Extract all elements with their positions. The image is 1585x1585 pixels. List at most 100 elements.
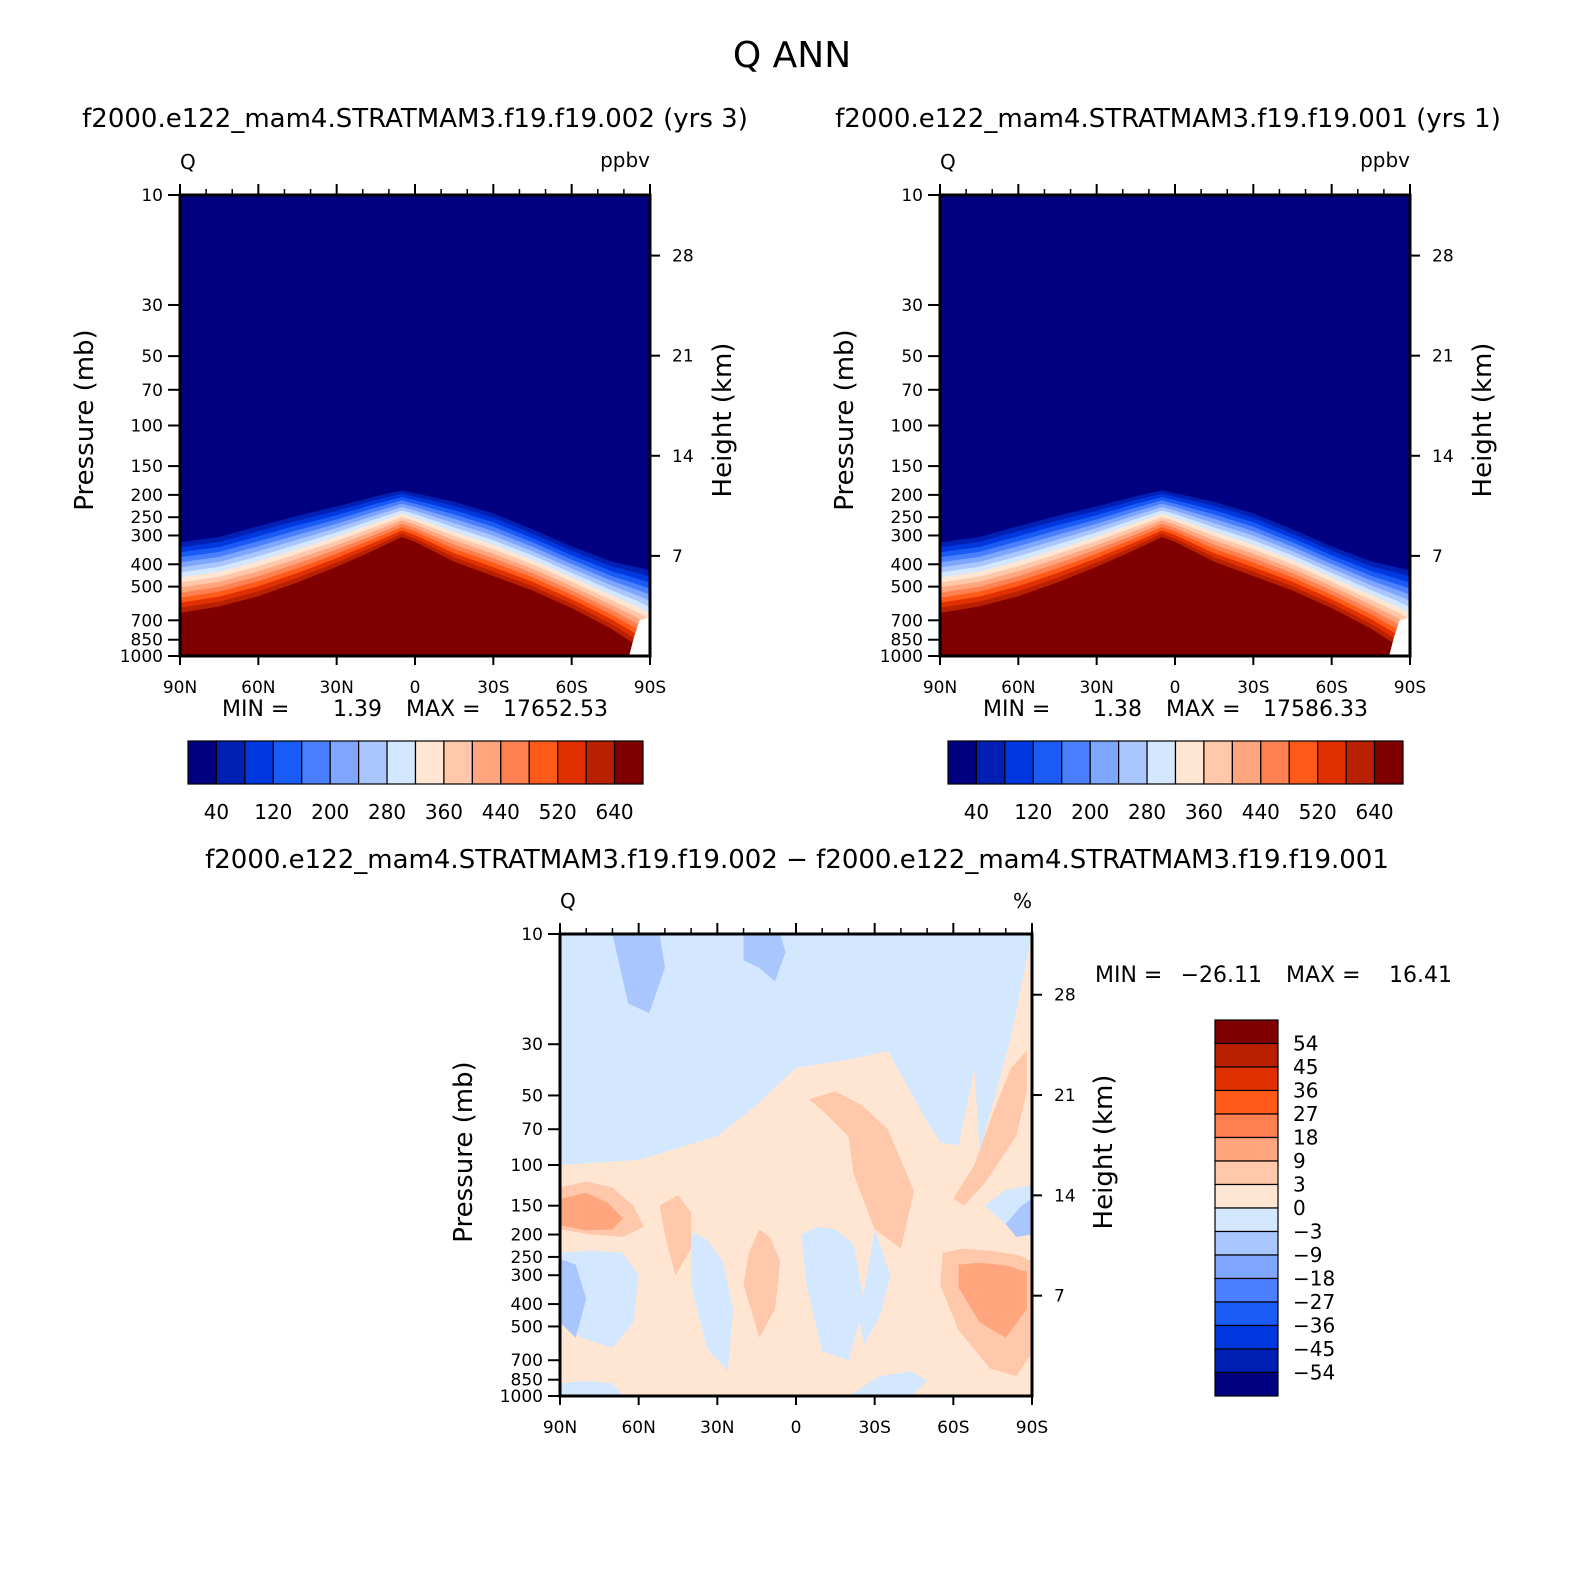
panel-left-x-tick-label: 60N [241,678,275,698]
panel-difference-colorbar-label: 0 [1293,1196,1306,1220]
panel-right-colorbar-box [1118,740,1148,785]
panel-right-y-tick-label: 70 [901,381,923,401]
panel-difference-height-axis-label: Height (km) [1089,1075,1119,1230]
panel-difference-x-tick-label: 60S [937,1418,969,1438]
panel-right-pressure-axis-label: Pressure (mb) [830,329,860,510]
panel-right-colorbar-label: 200 [1071,800,1109,824]
panel-right-min-value: 1.38 [1093,697,1142,722]
panel-difference-y-tick-label: 250 [511,1248,543,1268]
panel-right-colorbar-label: 280 [1128,800,1166,824]
panel-left-colorbar-label: 520 [539,800,577,824]
panel-difference-pressure-axis-label: Pressure (mb) [449,1061,479,1242]
panel-right-y-tick-label: 1000 [880,647,923,667]
panel-right-stats: MIN = 1.38 MAX = 17586.33 [983,697,1368,722]
panel-difference-contour-region [958,1262,1027,1338]
panel-difference-y-tick-label: 700 [511,1351,543,1371]
panel-difference-contour-region [560,1250,639,1348]
panel-difference-colorbar-box [1214,1113,1279,1139]
panel-right-colorbar-box [1231,740,1262,785]
panel-difference-colorbar-label: −54 [1293,1361,1335,1385]
panel-difference-contour-region [560,934,1032,1153]
panel-right-colorbar-label: 120 [1014,800,1052,824]
panel-right-y-tick-label: 200 [891,486,923,506]
panel-left-height-axis-label: Height (km) [708,343,738,498]
panel-difference-y-tick-label: 400 [511,1295,543,1315]
panel-left-y-tick-label: 10 [141,186,163,206]
panel-difference-colorbar-label: 9 [1293,1149,1306,1173]
panel-difference-colorbar-box [1214,1136,1279,1162]
panel-difference-x-tick-label: 30S [858,1418,890,1438]
panel-right-y-tick-label: 700 [891,611,923,631]
panel-right: f2000.e122_mam4.STRATMAM3.f19.f19.001 (y… [830,104,1501,824]
panel-difference-y-tick-label: 30 [521,1035,543,1055]
panel-difference-colorbar-label: 54 [1293,1032,1318,1056]
panel-right-x-tick-label: 60N [1001,678,1035,698]
panel-left-x-tick-label: 30S [477,678,509,698]
panel-left-x-tick-label: 90S [634,678,666,698]
panel-difference-contour-region [848,1371,928,1396]
panel-difference-colorbar-box [1214,1277,1279,1303]
panel-difference-colorbar-box [1214,1371,1279,1397]
panel-left-x-tick-label: 60S [555,678,587,698]
panel-difference-x-tick-label: 90S [1016,1418,1048,1438]
panel-difference-max-value: 16.41 [1389,963,1452,988]
panel-left-colorbar-box [557,740,587,785]
panel-right-colorbar: 40 120 200 280 360 440 520 640 [947,740,1404,824]
panel-difference-height-tick-label: 28 [1054,986,1076,1006]
panel-left-missing-data [629,617,650,656]
panel-difference-colorbar-label: 45 [1293,1055,1318,1079]
panel-difference-colorbar-label: −9 [1293,1243,1322,1267]
panel-left-x-tick-label: 30N [319,678,353,698]
panel-right-x-tick-label: 30S [1237,678,1269,698]
panel-difference-contour-region [560,1258,587,1338]
panel-right-colorbar-box [1345,740,1376,785]
panel-difference-height-tick-label: 14 [1054,1186,1076,1206]
panel-left-colorbar-box [272,740,303,785]
panel-right-height-tick-label: 7 [1432,547,1443,567]
panel-difference-contour-region [858,1229,891,1345]
panel-difference-contour-region [560,1192,623,1231]
panel-left-height-tick-label: 28 [672,247,694,267]
panel-difference-contour-region [560,934,1032,1396]
panel-left-units-label: ppbv [600,148,650,172]
panel-left-colorbar-label: 120 [254,800,292,824]
panel-right-y-tick-label: 50 [901,347,923,367]
panel-difference-units-label: % [1013,889,1032,913]
panel-right-height-axis-label: Height (km) [1468,343,1498,498]
panel-left-plot: 90N 60N 30N 0 30S 60S 90S 10 30 50 70 100 150 2002503… [120,184,694,698]
panel-right-y-tick-label: 300 [891,526,923,546]
panel-right-x-tick-label: 90N [923,678,957,698]
panel-difference-colorbar-label: −36 [1293,1314,1335,1338]
panel-difference-colorbar-box [1214,1160,1279,1186]
panel-left: f2000.e122_mam4.STRATMAM3.f19.f19.002 (y… [70,104,748,824]
panel-left-x-tick-label: 90N [163,678,197,698]
panel-right-height-tick-label: 28 [1432,247,1454,267]
panel-difference-contour-region [612,934,665,1014]
panel-difference-min-label: MIN = [1095,963,1162,988]
panel-difference-colorbar-label: 36 [1293,1079,1318,1103]
panel-difference-y-tick-label: 150 [511,1197,543,1217]
panel-right-y-tick-label: 400 [891,555,923,575]
panel-right-colorbar-box [1032,740,1063,785]
panel-left-min-value: 1.39 [333,697,382,722]
panel-left-colorbar-box [471,740,502,785]
panel-left-colorbar-box [329,740,360,785]
panel-left-pressure-axis-label: Pressure (mb) [70,329,100,510]
panel-difference-y-tick-label: 10 [521,925,543,945]
panel-right-colorbar-box [1317,740,1347,785]
panel-left-colorbar-label: 440 [482,800,520,824]
panel-difference-colorbar-box [1214,1089,1279,1115]
panel-left-colorbar-box [613,740,644,785]
panel-difference-colorbar-box [1214,1066,1279,1092]
panel-difference-y-tick-label: 300 [511,1266,543,1286]
panel-right-missing-data [1389,617,1410,656]
panel-left-y-tick-label: 400 [131,555,163,575]
panel-left-variable-label: Q [180,150,196,174]
panel-difference-contour-region [801,1226,865,1361]
panel-right-y-tick-label: 250 [891,508,923,528]
panel-difference-colorbar-label: 3 [1293,1173,1306,1197]
panel-left-colorbar-box [528,740,559,785]
panel-difference-colorbar-box [1214,1301,1279,1327]
panel-right-colorbar-box [1004,740,1034,785]
